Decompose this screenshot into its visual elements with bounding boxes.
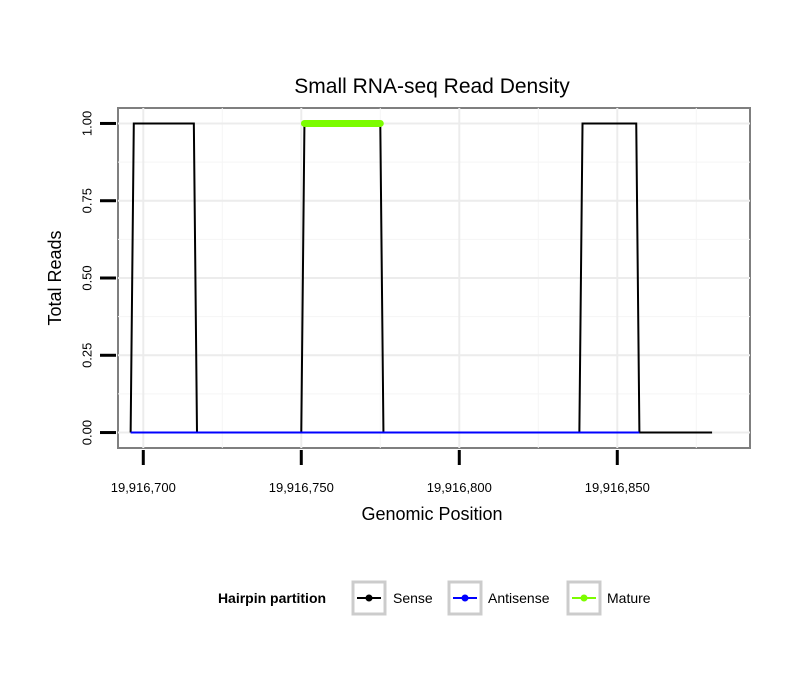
legend-item-antisense: Antisense bbox=[447, 580, 550, 616]
y-tick-label: 1.00 bbox=[80, 111, 95, 136]
legend-label-antisense: Antisense bbox=[488, 590, 550, 606]
y-axis: 0.00 0.25 0.50 0.75 1.00 bbox=[80, 111, 116, 445]
legend: Hairpin partition Sense Antisense Mature bbox=[218, 580, 651, 616]
legend-title: Hairpin partition bbox=[218, 590, 326, 606]
legend-item-sense: Sense bbox=[351, 580, 433, 616]
legend-point-mature bbox=[580, 594, 588, 602]
x-axis-title: Genomic Position bbox=[361, 504, 502, 524]
legend-label-mature: Mature bbox=[607, 590, 651, 606]
y-tick-label: 0.25 bbox=[80, 343, 95, 368]
x-tick-label: 19,916,800 bbox=[427, 480, 492, 495]
legend-label-sense: Sense bbox=[393, 590, 433, 606]
x-tick-label: 19,916,750 bbox=[269, 480, 334, 495]
y-axis-title: Total Reads bbox=[45, 230, 65, 325]
legend-point-sense bbox=[365, 594, 373, 602]
x-axis: 19,916,700 19,916,750 19,916,800 19,916,850 bbox=[111, 450, 650, 495]
legend-point-antisense bbox=[461, 594, 469, 602]
y-tick-label: 0.00 bbox=[80, 420, 95, 445]
series-layer bbox=[129, 119, 713, 434]
y-tick-label: 0.75 bbox=[80, 188, 95, 213]
legend-item-mature: Mature bbox=[566, 580, 651, 616]
x-tick-label: 19,916,700 bbox=[111, 480, 176, 495]
chart-title: Small RNA-seq Read Density bbox=[294, 75, 570, 98]
y-tick-label: 0.50 bbox=[80, 265, 95, 290]
x-tick-label: 19,916,850 bbox=[585, 480, 650, 495]
